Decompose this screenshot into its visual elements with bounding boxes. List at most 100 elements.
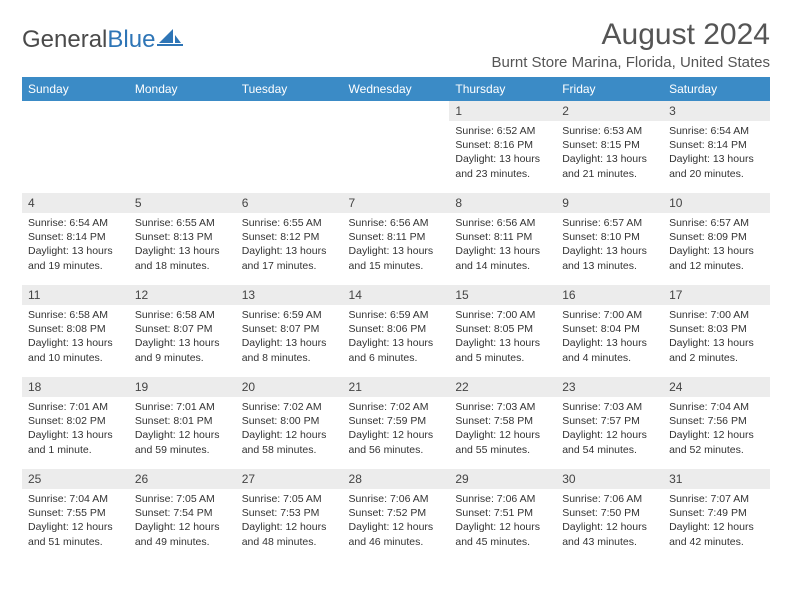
- daylight-line: Daylight: 13 hours and 9 minutes.: [135, 336, 230, 364]
- sunset-line: Sunset: 7:53 PM: [242, 506, 337, 520]
- day-details: [236, 121, 343, 130]
- sunrise-line: Sunrise: 7:06 AM: [455, 492, 550, 506]
- weekday-header: Wednesday: [343, 77, 450, 101]
- day-number: 22: [449, 377, 556, 397]
- day-details: Sunrise: 7:04 AMSunset: 7:55 PMDaylight:…: [22, 489, 129, 555]
- daylight-line: Daylight: 12 hours and 51 minutes.: [28, 520, 123, 548]
- day-number: 5: [129, 193, 236, 213]
- day-number: 1: [449, 101, 556, 121]
- day-details: Sunrise: 6:57 AMSunset: 8:10 PMDaylight:…: [556, 213, 663, 279]
- daylight-line: Daylight: 13 hours and 5 minutes.: [455, 336, 550, 364]
- sunset-line: Sunset: 7:49 PM: [669, 506, 764, 520]
- calendar-cell: 13Sunrise: 6:59 AMSunset: 8:07 PMDayligh…: [236, 285, 343, 377]
- day-details: Sunrise: 6:54 AMSunset: 8:14 PMDaylight:…: [22, 213, 129, 279]
- day-number: 26: [129, 469, 236, 489]
- calendar-cell: 10Sunrise: 6:57 AMSunset: 8:09 PMDayligh…: [663, 193, 770, 285]
- daylight-line: Daylight: 13 hours and 18 minutes.: [135, 244, 230, 272]
- calendar-cell: 4Sunrise: 6:54 AMSunset: 8:14 PMDaylight…: [22, 193, 129, 285]
- day-details: Sunrise: 7:06 AMSunset: 7:50 PMDaylight:…: [556, 489, 663, 555]
- day-details: Sunrise: 6:53 AMSunset: 8:15 PMDaylight:…: [556, 121, 663, 187]
- sunrise-line: Sunrise: 6:58 AM: [28, 308, 123, 322]
- month-title: August 2024: [492, 18, 770, 52]
- calendar-cell: 6Sunrise: 6:55 AMSunset: 8:12 PMDaylight…: [236, 193, 343, 285]
- day-number: [236, 101, 343, 121]
- day-number: 20: [236, 377, 343, 397]
- daylight-line: Daylight: 13 hours and 23 minutes.: [455, 152, 550, 180]
- sunrise-line: Sunrise: 6:52 AM: [455, 124, 550, 138]
- day-details: Sunrise: 6:59 AMSunset: 8:06 PMDaylight:…: [343, 305, 450, 371]
- calendar-cell: 9Sunrise: 6:57 AMSunset: 8:10 PMDaylight…: [556, 193, 663, 285]
- sunset-line: Sunset: 8:09 PM: [669, 230, 764, 244]
- sunrise-line: Sunrise: 7:02 AM: [349, 400, 444, 414]
- day-number: [129, 101, 236, 121]
- weekday-header: Tuesday: [236, 77, 343, 101]
- sunset-line: Sunset: 8:14 PM: [28, 230, 123, 244]
- day-number: [22, 101, 129, 121]
- day-number: 16: [556, 285, 663, 305]
- calendar-cell: 3Sunrise: 6:54 AMSunset: 8:14 PMDaylight…: [663, 101, 770, 193]
- day-details: Sunrise: 7:06 AMSunset: 7:52 PMDaylight:…: [343, 489, 450, 555]
- sunset-line: Sunset: 8:03 PM: [669, 322, 764, 336]
- sunrise-line: Sunrise: 7:04 AM: [28, 492, 123, 506]
- day-details: Sunrise: 6:52 AMSunset: 8:16 PMDaylight:…: [449, 121, 556, 187]
- calendar-cell: 25Sunrise: 7:04 AMSunset: 7:55 PMDayligh…: [22, 469, 129, 561]
- day-details: Sunrise: 6:54 AMSunset: 8:14 PMDaylight:…: [663, 121, 770, 187]
- day-details: Sunrise: 7:03 AMSunset: 7:58 PMDaylight:…: [449, 397, 556, 463]
- day-number: 17: [663, 285, 770, 305]
- weekday-header: Thursday: [449, 77, 556, 101]
- sunset-line: Sunset: 7:50 PM: [562, 506, 657, 520]
- day-number: 11: [22, 285, 129, 305]
- day-number: 27: [236, 469, 343, 489]
- sunrise-line: Sunrise: 6:56 AM: [455, 216, 550, 230]
- sunset-line: Sunset: 8:13 PM: [135, 230, 230, 244]
- sunset-line: Sunset: 8:07 PM: [135, 322, 230, 336]
- day-details: Sunrise: 6:58 AMSunset: 8:08 PMDaylight:…: [22, 305, 129, 371]
- logo-text-blue: Blue: [107, 26, 155, 54]
- calendar-cell: 19Sunrise: 7:01 AMSunset: 8:01 PMDayligh…: [129, 377, 236, 469]
- sunset-line: Sunset: 8:02 PM: [28, 414, 123, 428]
- calendar-cell: 21Sunrise: 7:02 AMSunset: 7:59 PMDayligh…: [343, 377, 450, 469]
- day-number: 30: [556, 469, 663, 489]
- day-number: 9: [556, 193, 663, 213]
- day-details: Sunrise: 6:56 AMSunset: 8:11 PMDaylight:…: [343, 213, 450, 279]
- daylight-line: Daylight: 13 hours and 13 minutes.: [562, 244, 657, 272]
- sunset-line: Sunset: 7:57 PM: [562, 414, 657, 428]
- day-number: 6: [236, 193, 343, 213]
- day-details: Sunrise: 6:56 AMSunset: 8:11 PMDaylight:…: [449, 213, 556, 279]
- calendar-cell: [22, 101, 129, 193]
- calendar-cell: 18Sunrise: 7:01 AMSunset: 8:02 PMDayligh…: [22, 377, 129, 469]
- sunset-line: Sunset: 8:00 PM: [242, 414, 337, 428]
- day-number: 19: [129, 377, 236, 397]
- sunrise-line: Sunrise: 7:05 AM: [135, 492, 230, 506]
- day-details: [22, 121, 129, 130]
- daylight-line: Daylight: 13 hours and 4 minutes.: [562, 336, 657, 364]
- day-details: Sunrise: 7:01 AMSunset: 8:02 PMDaylight:…: [22, 397, 129, 463]
- day-number: 2: [556, 101, 663, 121]
- calendar-week-row: 4Sunrise: 6:54 AMSunset: 8:14 PMDaylight…: [22, 193, 770, 285]
- day-details: Sunrise: 7:05 AMSunset: 7:53 PMDaylight:…: [236, 489, 343, 555]
- daylight-line: Daylight: 13 hours and 21 minutes.: [562, 152, 657, 180]
- daylight-line: Daylight: 13 hours and 14 minutes.: [455, 244, 550, 272]
- sunset-line: Sunset: 8:11 PM: [349, 230, 444, 244]
- day-details: Sunrise: 6:57 AMSunset: 8:09 PMDaylight:…: [663, 213, 770, 279]
- sunrise-line: Sunrise: 7:03 AM: [455, 400, 550, 414]
- weekday-header: Friday: [556, 77, 663, 101]
- calendar-cell: 8Sunrise: 6:56 AMSunset: 8:11 PMDaylight…: [449, 193, 556, 285]
- daylight-line: Daylight: 12 hours and 58 minutes.: [242, 428, 337, 456]
- calendar-cell: 22Sunrise: 7:03 AMSunset: 7:58 PMDayligh…: [449, 377, 556, 469]
- day-number: 15: [449, 285, 556, 305]
- sunset-line: Sunset: 8:16 PM: [455, 138, 550, 152]
- sunset-line: Sunset: 7:56 PM: [669, 414, 764, 428]
- sunrise-line: Sunrise: 7:06 AM: [349, 492, 444, 506]
- calendar-table: SundayMondayTuesdayWednesdayThursdayFrid…: [22, 77, 770, 561]
- calendar-cell: 29Sunrise: 7:06 AMSunset: 7:51 PMDayligh…: [449, 469, 556, 561]
- day-details: Sunrise: 6:58 AMSunset: 8:07 PMDaylight:…: [129, 305, 236, 371]
- sunrise-line: Sunrise: 6:58 AM: [135, 308, 230, 322]
- sunset-line: Sunset: 8:05 PM: [455, 322, 550, 336]
- day-number: 18: [22, 377, 129, 397]
- sunset-line: Sunset: 8:12 PM: [242, 230, 337, 244]
- daylight-line: Daylight: 12 hours and 54 minutes.: [562, 428, 657, 456]
- daylight-line: Daylight: 13 hours and 12 minutes.: [669, 244, 764, 272]
- header: GeneralBlue August 2024 Burnt Store Mari…: [22, 18, 770, 71]
- calendar-cell: [236, 101, 343, 193]
